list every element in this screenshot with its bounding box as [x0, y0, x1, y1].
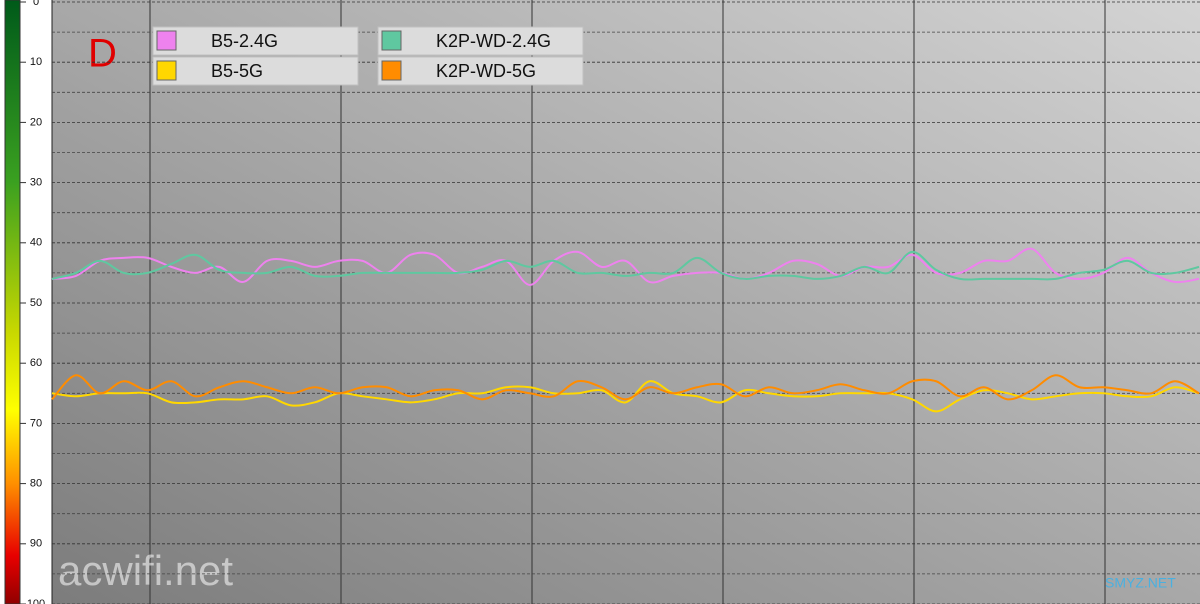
legend-entry — [152, 56, 359, 86]
panel-label: D — [88, 32, 117, 76]
legend-swatch — [156, 60, 177, 81]
y-tick-label: 60 — [30, 357, 42, 369]
legend-label: B5-5G — [211, 61, 263, 81]
legend-swatch — [381, 30, 402, 51]
vertical-grid — [149, 0, 1106, 604]
series-line — [51, 250, 1200, 281]
y-tick-label: 30 — [30, 177, 42, 189]
color-scale — [4, 0, 21, 604]
series-line — [51, 380, 1200, 413]
y-tick-label: 40 — [30, 237, 42, 249]
legend-entry — [377, 56, 584, 86]
y-tick-label: 80 — [30, 478, 42, 490]
legend-swatch — [156, 30, 177, 51]
plot-area — [52, 0, 1200, 604]
legend-entry — [377, 26, 584, 56]
watermark: SMYZ.NET — [1105, 575, 1176, 591]
y-tick-label: 20 — [30, 116, 42, 128]
legend-label: K2P-WD-5G — [436, 61, 536, 81]
y-tick-label: 90 — [30, 538, 42, 550]
legend-label: B5-2.4G — [211, 31, 278, 51]
y-tick-label: 0 — [33, 0, 39, 8]
legend-label: K2P-WD-2.4G — [436, 31, 551, 51]
watermark: acwifi.net — [58, 547, 233, 594]
legend-swatch — [381, 60, 402, 81]
y-tick-label: 50 — [30, 297, 42, 309]
y-tick-label: 10 — [30, 56, 42, 68]
legend-entry — [152, 26, 359, 56]
series-line — [51, 247, 1200, 286]
series-line — [51, 374, 1200, 401]
y-tick-label: 70 — [30, 417, 42, 429]
y-tick-label: 100 — [27, 598, 45, 604]
